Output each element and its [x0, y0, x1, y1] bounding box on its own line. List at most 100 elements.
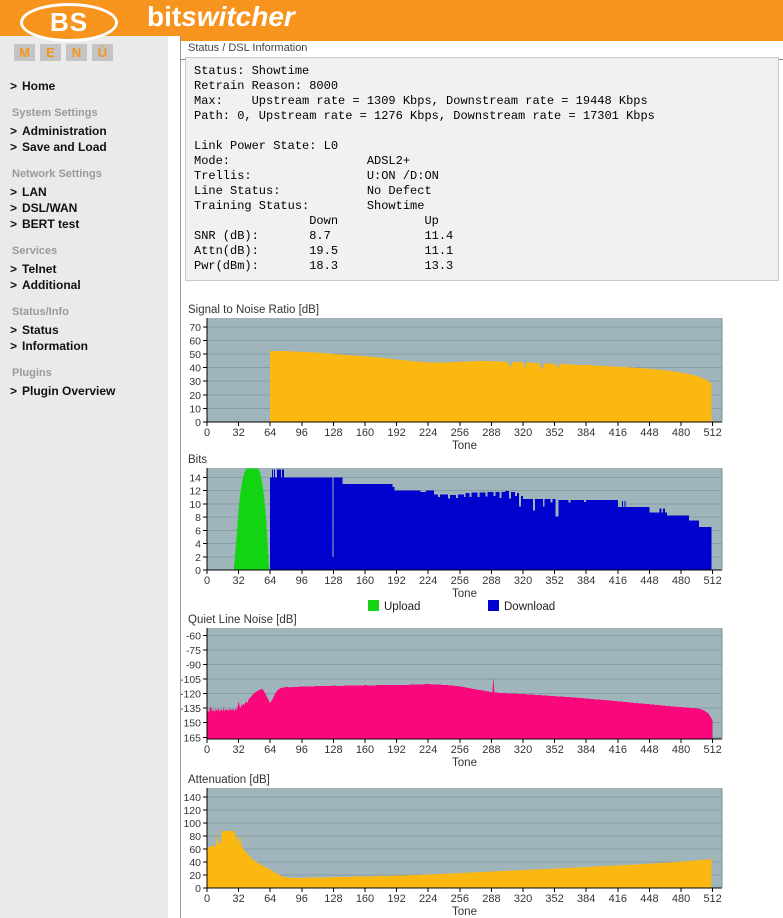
nav-item-label: Additional [22, 278, 81, 292]
x-tick-label: 512 [703, 575, 721, 587]
x-tick-label: 512 [703, 427, 721, 439]
x-tick-label: 32 [232, 893, 244, 905]
x-tick-label: 192 [387, 575, 405, 587]
sidebar-item-lan[interactable]: > LAN [0, 184, 168, 200]
x-tick-label: 192 [387, 893, 405, 905]
nav-item-arrow: > [10, 339, 18, 353]
x-tick-label: 512 [703, 893, 721, 905]
nav-item-label: Telnet [22, 262, 57, 276]
x-tick-label: 448 [640, 893, 658, 905]
y-tick-label: 10 [189, 499, 201, 511]
sidebar-item-plugin-overview[interactable]: > Plugin Overview [0, 383, 168, 399]
menu-letter: N [66, 44, 87, 61]
sidebar-item-telnet[interactable]: > Telnet [0, 261, 168, 277]
x-tick-label: 96 [296, 744, 308, 756]
nav-item-label: Save and Load [22, 140, 107, 154]
x-tick-label: 64 [264, 893, 276, 905]
y-tick-label: 12 [189, 486, 201, 498]
header-bar: BS bitswitcher [0, 0, 783, 42]
sidebar-item-information[interactable]: > Information [0, 338, 168, 354]
sidebar-item-dsl-wan[interactable]: > DSL/WAN [0, 200, 168, 216]
x-tick-label: 416 [609, 893, 627, 905]
chart-title: Signal to Noise Ratio [dB] [188, 304, 319, 316]
x-tick-label: 64 [264, 427, 276, 439]
y-tick-label: 40 [189, 363, 201, 375]
sidebar-item-save-and-load[interactable]: > Save and Load [0, 139, 168, 155]
x-tick-label: 288 [482, 427, 500, 439]
nav-item-arrow: > [10, 384, 18, 398]
sidebar-item-administration[interactable]: > Administration [0, 123, 168, 139]
nav-item-label: BERT test [22, 217, 80, 231]
x-tick-label: 160 [356, 893, 374, 905]
x-axis-label: Tone [452, 757, 477, 769]
x-tick-label: 480 [672, 744, 690, 756]
y-tick-label: -105 [181, 674, 201, 686]
x-tick-label: 128 [324, 744, 342, 756]
x-tick-label: 480 [672, 427, 690, 439]
y-tick-label: 60 [189, 844, 201, 856]
y-tick-label: 0 [195, 883, 201, 895]
x-tick-label: 32 [232, 427, 244, 439]
x-axis-label: Tone [452, 588, 477, 600]
series-download [270, 469, 712, 570]
x-tick-label: 384 [577, 744, 595, 756]
y-tick-label: -135 [181, 703, 201, 715]
x-tick-label: 256 [451, 575, 469, 587]
series-attenuation [207, 830, 712, 888]
legend-label-download: Download [504, 601, 555, 613]
y-tick-label: -75 [186, 645, 201, 657]
x-tick-label: 448 [640, 575, 658, 587]
x-tick-label: 96 [296, 893, 308, 905]
legend-swatch-download [488, 600, 499, 611]
y-tick-label: -120 [181, 689, 201, 701]
nav-section-system-settings: System Settings [12, 107, 98, 119]
x-tick-label: 0 [204, 893, 210, 905]
x-tick-label: 128 [324, 427, 342, 439]
x-tick-label: 256 [451, 427, 469, 439]
x-tick-label: 256 [451, 744, 469, 756]
y-tick-label: 50 [189, 349, 201, 361]
x-tick-label: 224 [419, 575, 437, 587]
y-tick-label: 60 [189, 335, 201, 347]
y-tick-label: 80 [189, 831, 201, 843]
brand-bold: bit [147, 1, 182, 32]
nav-item-label: Home [22, 79, 56, 93]
x-tick-label: 352 [545, 744, 563, 756]
x-tick-label: 352 [545, 427, 563, 439]
x-tick-label: 128 [324, 575, 342, 587]
menu-letter: Ü [92, 44, 113, 61]
sidebar-item-status[interactable]: > Status [0, 322, 168, 338]
x-tick-label: 448 [640, 427, 658, 439]
x-tick-label: 480 [672, 575, 690, 587]
content-top-strip [181, 36, 783, 41]
x-tick-label: 416 [609, 427, 627, 439]
sidebar-item-additional[interactable]: > Additional [0, 277, 168, 293]
y-tick-label: 140 [183, 792, 201, 804]
y-tick-label: 120 [183, 805, 201, 817]
x-tick-label: 288 [482, 744, 500, 756]
y-tick-label: -60 [186, 630, 201, 642]
y-tick-label: -90 [186, 659, 201, 671]
content-panel: Status / DSL Information Status: Showtim… [180, 36, 783, 918]
y-tick-label: 0 [195, 565, 201, 577]
bs-logo: BS [20, 3, 118, 42]
nav-item-arrow: > [10, 217, 18, 231]
sidebar-item-bert-test[interactable]: > BERT test [0, 216, 168, 232]
x-tick-label: 192 [387, 744, 405, 756]
sidebar-nav: > Home System Settings > Administration > Save… [0, 36, 168, 399]
series-upload [233, 468, 270, 570]
y-tick-label: 8 [195, 512, 201, 524]
y-tick-label: 30 [189, 376, 201, 388]
sidebar-item-home[interactable]: > Home [0, 78, 168, 94]
nav-item-arrow: > [10, 185, 18, 199]
x-tick-label: 224 [419, 744, 437, 756]
legend-label-upload: Upload [384, 601, 420, 613]
chart-bits: 0 2 4 6 8 10 12 14 0 32 64 96 128 160 192 224 256 288 320 3… [181, 452, 783, 619]
x-tick-label: 224 [419, 427, 437, 439]
x-tick-label: 384 [577, 427, 595, 439]
